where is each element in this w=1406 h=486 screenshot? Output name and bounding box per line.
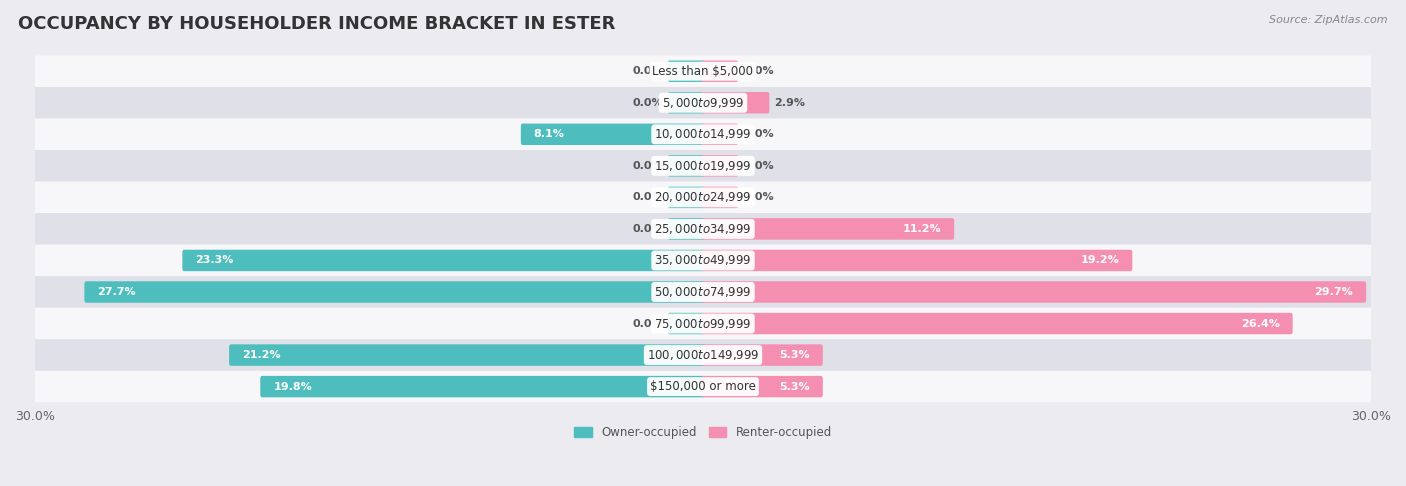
FancyBboxPatch shape bbox=[34, 308, 1372, 339]
FancyBboxPatch shape bbox=[520, 123, 704, 145]
Text: 26.4%: 26.4% bbox=[1241, 318, 1279, 329]
Text: 0.0%: 0.0% bbox=[744, 129, 773, 139]
FancyBboxPatch shape bbox=[702, 345, 823, 366]
FancyBboxPatch shape bbox=[34, 244, 1372, 276]
Text: 0.0%: 0.0% bbox=[633, 98, 662, 108]
Text: 21.2%: 21.2% bbox=[242, 350, 281, 360]
Text: $25,000 to $34,999: $25,000 to $34,999 bbox=[654, 222, 752, 236]
FancyBboxPatch shape bbox=[668, 60, 704, 82]
Text: OCCUPANCY BY HOUSEHOLDER INCOME BRACKET IN ESTER: OCCUPANCY BY HOUSEHOLDER INCOME BRACKET … bbox=[18, 15, 616, 33]
Text: 5.3%: 5.3% bbox=[779, 350, 810, 360]
Text: 0.0%: 0.0% bbox=[744, 161, 773, 171]
Text: 2.9%: 2.9% bbox=[775, 98, 806, 108]
FancyBboxPatch shape bbox=[668, 155, 704, 176]
FancyBboxPatch shape bbox=[183, 250, 704, 271]
Text: 8.1%: 8.1% bbox=[534, 129, 565, 139]
Text: $50,000 to $74,999: $50,000 to $74,999 bbox=[654, 285, 752, 299]
Text: 0.0%: 0.0% bbox=[633, 318, 662, 329]
Text: 0.0%: 0.0% bbox=[633, 224, 662, 234]
FancyBboxPatch shape bbox=[260, 376, 704, 398]
FancyBboxPatch shape bbox=[34, 119, 1372, 150]
Text: 0.0%: 0.0% bbox=[744, 66, 773, 76]
FancyBboxPatch shape bbox=[668, 187, 704, 208]
FancyBboxPatch shape bbox=[668, 92, 704, 114]
Text: 0.0%: 0.0% bbox=[633, 192, 662, 202]
FancyBboxPatch shape bbox=[702, 60, 738, 82]
FancyBboxPatch shape bbox=[702, 218, 955, 240]
Text: 0.0%: 0.0% bbox=[633, 161, 662, 171]
Text: $20,000 to $24,999: $20,000 to $24,999 bbox=[654, 191, 752, 205]
Text: $5,000 to $9,999: $5,000 to $9,999 bbox=[662, 96, 744, 110]
Text: Less than $5,000: Less than $5,000 bbox=[652, 65, 754, 78]
FancyBboxPatch shape bbox=[34, 371, 1372, 402]
Text: 19.8%: 19.8% bbox=[273, 382, 312, 392]
FancyBboxPatch shape bbox=[702, 281, 1367, 303]
FancyBboxPatch shape bbox=[34, 213, 1372, 244]
Text: Source: ZipAtlas.com: Source: ZipAtlas.com bbox=[1270, 15, 1388, 25]
Text: 5.3%: 5.3% bbox=[779, 382, 810, 392]
FancyBboxPatch shape bbox=[34, 339, 1372, 371]
FancyBboxPatch shape bbox=[34, 87, 1372, 119]
FancyBboxPatch shape bbox=[702, 123, 738, 145]
Text: $100,000 to $149,999: $100,000 to $149,999 bbox=[647, 348, 759, 362]
FancyBboxPatch shape bbox=[702, 376, 823, 398]
FancyBboxPatch shape bbox=[34, 276, 1372, 308]
Text: 0.0%: 0.0% bbox=[744, 192, 773, 202]
FancyBboxPatch shape bbox=[702, 250, 1132, 271]
FancyBboxPatch shape bbox=[34, 182, 1372, 213]
FancyBboxPatch shape bbox=[229, 345, 704, 366]
Text: 23.3%: 23.3% bbox=[195, 256, 233, 265]
Text: $35,000 to $49,999: $35,000 to $49,999 bbox=[654, 254, 752, 267]
FancyBboxPatch shape bbox=[702, 313, 1292, 334]
Text: 27.7%: 27.7% bbox=[97, 287, 136, 297]
Text: $15,000 to $19,999: $15,000 to $19,999 bbox=[654, 159, 752, 173]
FancyBboxPatch shape bbox=[84, 281, 704, 303]
FancyBboxPatch shape bbox=[34, 55, 1372, 87]
FancyBboxPatch shape bbox=[668, 313, 704, 334]
Text: $10,000 to $14,999: $10,000 to $14,999 bbox=[654, 127, 752, 141]
FancyBboxPatch shape bbox=[702, 92, 769, 114]
Text: 11.2%: 11.2% bbox=[903, 224, 941, 234]
Text: 19.2%: 19.2% bbox=[1081, 256, 1119, 265]
Text: $75,000 to $99,999: $75,000 to $99,999 bbox=[654, 316, 752, 330]
Text: $150,000 or more: $150,000 or more bbox=[650, 380, 756, 393]
FancyBboxPatch shape bbox=[668, 218, 704, 240]
FancyBboxPatch shape bbox=[702, 187, 738, 208]
FancyBboxPatch shape bbox=[34, 150, 1372, 182]
Legend: Owner-occupied, Renter-occupied: Owner-occupied, Renter-occupied bbox=[569, 421, 837, 444]
Text: 29.7%: 29.7% bbox=[1315, 287, 1353, 297]
FancyBboxPatch shape bbox=[702, 155, 738, 176]
Text: 0.0%: 0.0% bbox=[633, 66, 662, 76]
